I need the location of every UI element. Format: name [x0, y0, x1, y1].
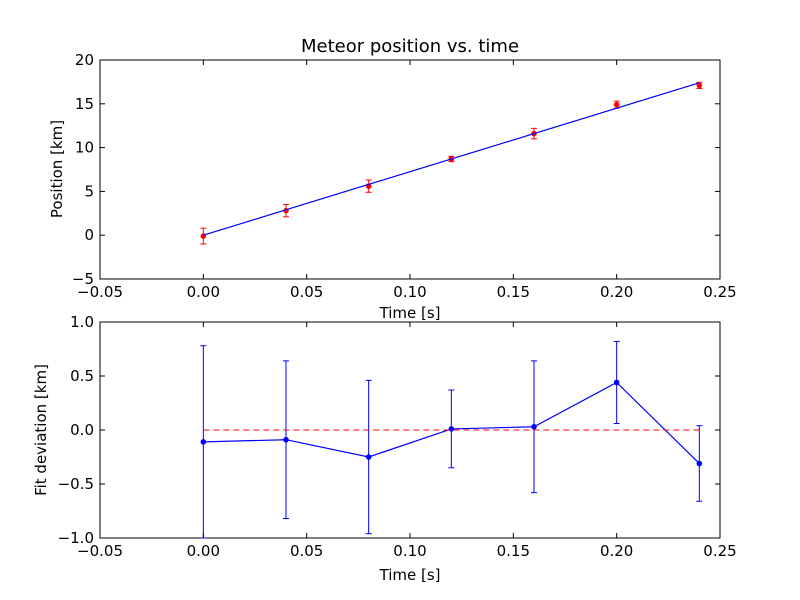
plot-layer — [200, 340, 703, 539]
x-tick-label: 0.20 — [600, 542, 633, 560]
x-tick-label: 0.10 — [393, 542, 426, 560]
data-point — [531, 423, 537, 430]
data-point — [613, 101, 620, 108]
x-tick-label: 0.15 — [497, 542, 530, 560]
x-axis-label: Time [s] — [379, 566, 441, 584]
y-tick-label: 0.5 — [70, 367, 94, 385]
y-axis-label: Position [km] — [48, 120, 66, 218]
x-axis-label: Time [s] — [379, 304, 441, 322]
x-tick-label: −0.05 — [77, 542, 123, 560]
x-tick-label: −0.05 — [77, 283, 123, 301]
y-tick-label: 5 — [84, 182, 94, 200]
y-tick-label: 10 — [75, 139, 94, 157]
y-tick-label: −1.0 — [58, 529, 94, 547]
deviation-chart: −0.05 0.00 0.05 0.10 0.15 0.20 0.25 −1.0 −0.5 0.0… — [32, 313, 737, 584]
fit-line — [203, 82, 700, 236]
data-point — [365, 454, 372, 460]
y-tick-label: −0.5 — [58, 475, 94, 493]
tick-layer: −0.05 0.00 0.05 0.10 0.15 0.20 0.25 −1.0 −0.5 0.0… — [58, 313, 737, 560]
y-tick-label: 0 — [84, 226, 94, 244]
x-tick-label: 0.00 — [187, 542, 220, 560]
y-tick-label: −5 — [72, 270, 94, 288]
data-point — [200, 439, 207, 445]
data-point — [696, 460, 703, 467]
x-tick-label: 0.15 — [497, 283, 530, 301]
position-chart: Meteor position vs. time −0.05 0.00 0.05 0.… — [48, 36, 737, 322]
plot-area — [99, 59, 721, 280]
data-point — [613, 379, 620, 386]
y-tick-label: 20 — [75, 51, 94, 69]
data-point — [283, 436, 289, 443]
y-tick-label: 15 — [75, 95, 94, 113]
x-tick-label: 0.25 — [703, 283, 736, 301]
tick-layer: −0.05 0.00 0.05 0.10 0.15 0.20 0.25 −5 0 5 10 15 20 — [72, 51, 737, 301]
y-axis-label: Fit deviation [km] — [32, 364, 50, 496]
y-tick-label: 1.0 — [70, 313, 94, 331]
data-point — [448, 426, 455, 432]
x-tick-label: 0.10 — [393, 283, 426, 301]
x-tick-label: 0.05 — [290, 542, 323, 560]
x-tick-label: 0.05 — [290, 283, 323, 301]
x-tick-label: 0.25 — [703, 542, 736, 560]
y-tick-label: 0.0 — [70, 421, 94, 439]
plot-layer — [200, 81, 703, 245]
chart-title: Meteor position vs. time — [301, 36, 519, 57]
x-tick-label: 0.00 — [187, 283, 220, 301]
x-tick-label: 0.20 — [600, 283, 633, 301]
